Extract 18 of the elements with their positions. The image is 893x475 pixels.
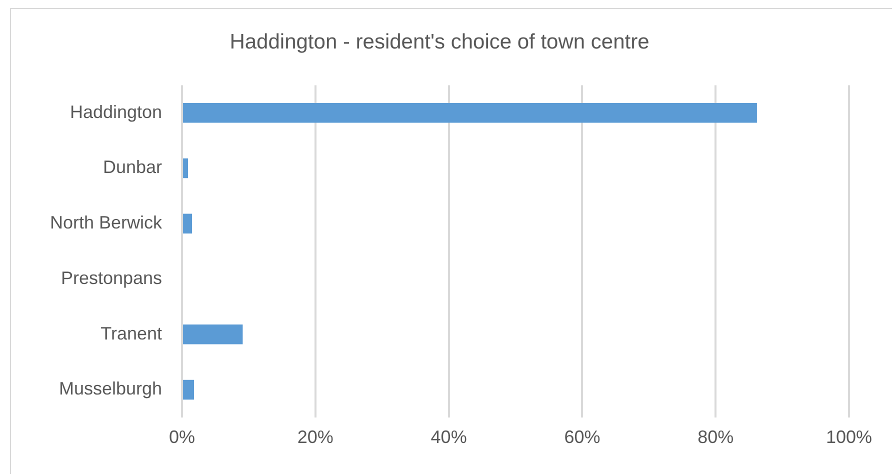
y-tick-label: Musselburgh bbox=[58, 378, 162, 399]
y-tick-label: North Berwick bbox=[50, 212, 164, 233]
x-tick-label: 20% bbox=[297, 427, 334, 448]
y-tick-label: Prestonpans bbox=[60, 268, 162, 288]
x-tick-label: 100% bbox=[826, 427, 872, 448]
chart-title: Haddington - resident's choice of town centre bbox=[230, 30, 650, 54]
y-tick-label: Haddington bbox=[70, 102, 162, 122]
bar bbox=[183, 380, 194, 400]
bar bbox=[183, 324, 243, 344]
bar bbox=[183, 214, 192, 234]
y-tick-label: Tranent bbox=[100, 323, 162, 344]
x-tick-label: 80% bbox=[698, 427, 734, 448]
x-tick-label: 0% bbox=[169, 427, 196, 448]
y-tick-label: Dunbar bbox=[102, 157, 162, 178]
bar bbox=[183, 102, 757, 123]
x-tick-label: 60% bbox=[564, 427, 600, 448]
bar bbox=[183, 158, 188, 178]
x-tick-label: 40% bbox=[430, 427, 467, 448]
